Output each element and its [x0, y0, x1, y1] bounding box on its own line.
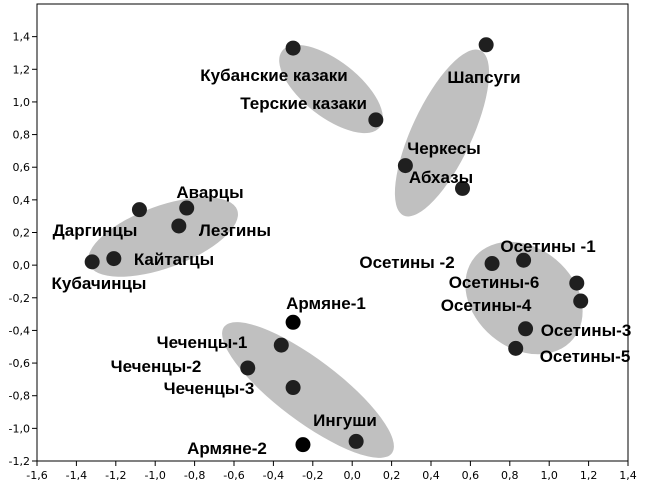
y-tick-label: -1,2: [9, 455, 30, 468]
point-label: Абхазы: [409, 168, 473, 187]
cluster-circassians: [394, 49, 490, 217]
y-tick-label: 1,2: [13, 63, 31, 76]
data-point: [348, 433, 364, 449]
x-tick-label: -0,4: [263, 469, 284, 482]
data-point: [131, 202, 147, 218]
point-label: Кубачинцы: [52, 274, 147, 293]
y-tick-label: 1,4: [13, 31, 31, 44]
y-tick-label: 0,8: [13, 129, 31, 142]
point-label: Кубанские казаки: [200, 66, 347, 85]
data-point: [368, 112, 384, 128]
data-point: [84, 254, 100, 270]
data-point: [484, 256, 500, 272]
point-label: Лезгины: [199, 221, 271, 240]
x-tick-label: -1,0: [144, 469, 165, 482]
x-tick-label: -0,8: [184, 469, 205, 482]
cluster-cossacks: [279, 44, 383, 134]
x-tick-label: -0,2: [302, 469, 323, 482]
point-label: Ингуши: [313, 411, 377, 430]
point-labels: Кубанские казаки Терские казаки Шапсуги Чер…: [52, 66, 632, 458]
point-label: Терские казаки: [240, 94, 367, 113]
cluster-dagestan: [88, 197, 238, 277]
data-points: [84, 37, 589, 453]
x-tick-label: 0,4: [422, 469, 440, 482]
y-tick-label: -0,6: [9, 357, 30, 370]
data-point: [516, 252, 532, 268]
point-label: Осетины-3: [541, 321, 632, 340]
point-label: Аварцы: [176, 183, 243, 202]
x-tick-label: 0,8: [501, 469, 519, 482]
point-label: Осетины -1: [500, 237, 595, 256]
data-point: [171, 218, 187, 234]
data-point: [273, 337, 289, 353]
y-tick-label: 0,0: [13, 259, 31, 272]
x-tick-label: 1,0: [540, 469, 558, 482]
x-tick-label: 1,2: [580, 469, 598, 482]
x-tick-label: 0,0: [343, 469, 361, 482]
x-tick-label: -1,4: [66, 469, 87, 482]
axes: -1,6 -1,4 -1,2 -1,0 -0,8 -0,6 -0,4 -0,2 0,0 0,2 0,…: [9, 3, 637, 482]
y-tick-label: 0,4: [13, 194, 31, 207]
y-tick-label: 0,2: [13, 227, 31, 240]
point-label: Осетины -2: [359, 253, 454, 272]
data-point: [397, 158, 413, 174]
y-tick-label: -1,0: [9, 422, 30, 435]
point-label: Чеченцы-1: [157, 333, 248, 352]
cluster-vainakh: [222, 322, 394, 458]
point-label: Армяне-1: [286, 294, 366, 313]
point-label: Шапсуги: [447, 68, 520, 87]
x-tick-label: -1,2: [105, 469, 126, 482]
data-point: [240, 360, 256, 376]
data-point: [569, 275, 585, 291]
point-label: Чеченцы-3: [164, 379, 255, 398]
data-point: [285, 380, 301, 396]
point-label: Осетины-6: [449, 273, 540, 292]
x-tick-label: -0,6: [223, 469, 244, 482]
data-point: [179, 200, 195, 216]
y-tick-label: 0,6: [13, 161, 31, 174]
point-label: Осетины-5: [540, 347, 631, 366]
data-point: [478, 37, 494, 53]
data-point: [285, 40, 301, 56]
y-tick-label: -0,4: [9, 324, 30, 337]
data-point: [455, 180, 471, 196]
x-tick-label: 0,2: [383, 469, 401, 482]
y-tick-label: -0,8: [9, 390, 30, 403]
point-label: Чеченцы-2: [111, 357, 202, 376]
point-label: Армяне-2: [187, 439, 267, 458]
x-tick-label: 0,6: [462, 469, 480, 482]
data-point: [508, 340, 524, 356]
data-point: [285, 314, 301, 330]
y-tick-label: 1,0: [13, 96, 31, 109]
point-label: Черкесы: [407, 139, 481, 158]
cluster-ellipses: [88, 44, 583, 458]
y-tick-label: -0,2: [9, 292, 30, 305]
x-tick-label: 1,4: [619, 469, 637, 482]
data-point: [518, 321, 534, 337]
point-label: Даргинцы: [53, 221, 138, 240]
x-tick-label: -1,6: [26, 469, 47, 482]
data-point: [295, 437, 311, 453]
data-point: [573, 293, 589, 309]
point-label: Кайтагцы: [134, 250, 214, 269]
data-point: [106, 251, 122, 267]
point-label: Осетины-4: [441, 296, 532, 315]
